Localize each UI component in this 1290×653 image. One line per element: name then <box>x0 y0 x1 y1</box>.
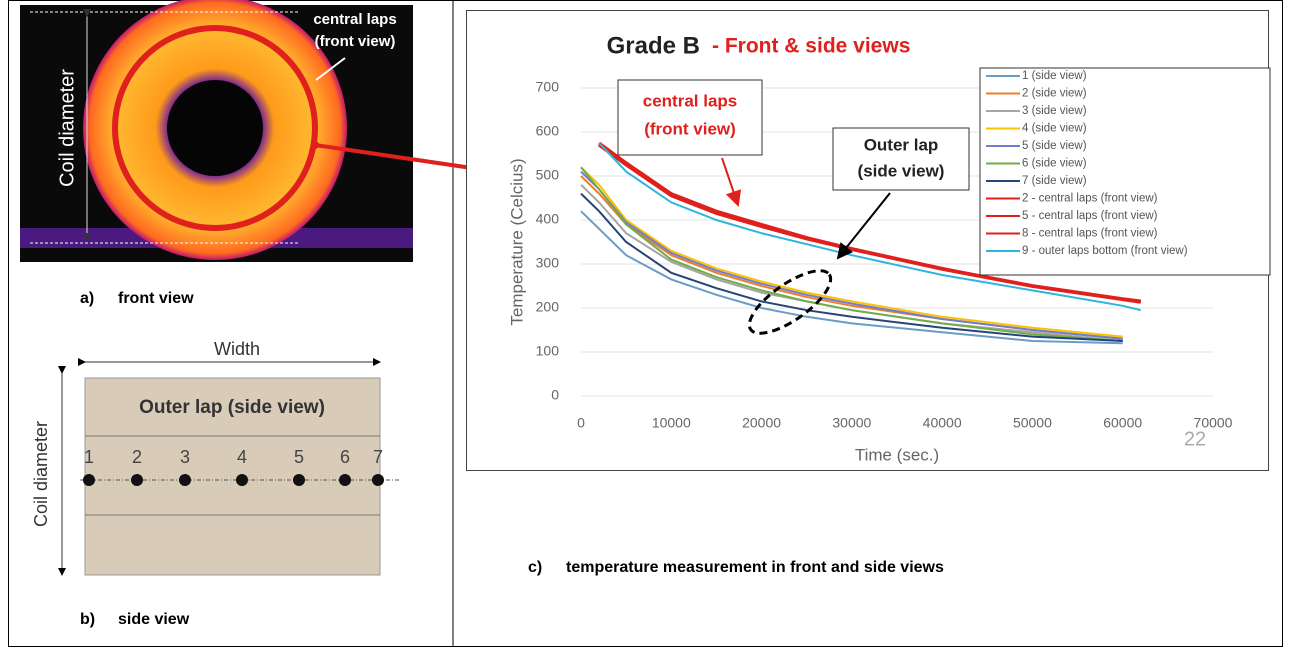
measure-point <box>339 474 351 486</box>
legend-label: 4 (side view) <box>1022 123 1087 135</box>
width-label: Width <box>214 339 260 359</box>
legend-label: 7 (side view) <box>1022 175 1087 187</box>
point-label: 1 <box>84 447 94 467</box>
legend-label: 9 - outer laps bottom (front view) <box>1022 245 1188 257</box>
caption: front view <box>118 290 194 307</box>
x-tick-label: 30000 <box>832 415 871 431</box>
side-diagram <box>58 358 400 576</box>
caption-letter: b) <box>80 611 95 628</box>
annotation-arrow <box>721 157 742 207</box>
side-title: Outer lap (side view) <box>139 397 325 418</box>
caption-letter: c) <box>528 559 542 576</box>
coil-diameter-label: Coil diameter <box>56 69 78 187</box>
legend-label: 1 (side view) <box>1022 70 1087 82</box>
measure-point <box>83 474 95 486</box>
front-label: central laps <box>313 11 396 28</box>
y-tick-label: 700 <box>536 79 560 95</box>
series-line <box>580 166 1123 338</box>
y-tick-label: 100 <box>536 343 560 359</box>
caption-letter: a) <box>80 290 94 307</box>
y-tick-label: 400 <box>536 211 560 227</box>
legend-label: 8 - central laps (front view) <box>1022 228 1158 240</box>
point-label: 4 <box>237 447 247 467</box>
x-tick-label: 60000 <box>1103 415 1142 431</box>
measure-point <box>293 474 305 486</box>
series-line <box>580 166 1123 342</box>
measure-point <box>372 474 384 486</box>
y-tick-label: 300 <box>536 255 560 271</box>
point-label: 7 <box>373 447 383 467</box>
series-line <box>580 210 1123 345</box>
legend-label: 3 (side view) <box>1022 105 1087 117</box>
x-tick-label: 40000 <box>923 415 962 431</box>
x-axis-label: Time (sec.) <box>855 445 939 464</box>
y-tick-label: 0 <box>551 387 559 403</box>
annotation-box <box>617 79 763 156</box>
series-line <box>580 192 1123 342</box>
series-line <box>598 142 1141 303</box>
chart-subtitle: - Front & side views <box>712 35 910 58</box>
legend-label: 2 - central laps (front view) <box>1022 193 1158 205</box>
coil-diameter-label: Coil diameter <box>31 421 51 527</box>
y-tick-label: 600 <box>536 123 560 139</box>
legend-label: 5 - central laps (front view) <box>1022 210 1158 222</box>
x-tick-label: 0 <box>577 415 585 431</box>
point-label: 3 <box>180 447 190 467</box>
annotation: (side view) <box>858 161 945 180</box>
legend-label: 5 (side view) <box>1022 140 1087 152</box>
legend-box <box>979 67 1271 276</box>
measure-point <box>131 474 143 486</box>
caption: side view <box>118 611 190 628</box>
point-label: 6 <box>340 447 350 467</box>
annotation: central laps <box>643 91 738 110</box>
x-tick-label: 50000 <box>1013 415 1052 431</box>
measure-point <box>236 474 248 486</box>
x-tick-label: 10000 <box>652 415 691 431</box>
point-label: 2 <box>132 447 142 467</box>
measure-point <box>179 474 191 486</box>
annotation: Outer lap <box>864 135 939 154</box>
series-line <box>598 142 1142 312</box>
caption: temperature measurement in front and sid… <box>566 559 944 576</box>
y-tick-label: 200 <box>536 299 560 315</box>
chart-title: Grade B <box>607 32 700 59</box>
annotation-arrow <box>836 192 891 260</box>
x-tick-label: 70000 <box>1194 415 1233 431</box>
y-tick-label: 500 <box>536 167 560 183</box>
table-borders <box>8 0 1283 647</box>
annotation: (front view) <box>644 119 736 138</box>
front-label: (front view) <box>315 33 396 50</box>
annotation-box <box>832 127 970 191</box>
legend-label: 6 (side view) <box>1022 158 1087 170</box>
x-tick-label: 20000 <box>742 415 781 431</box>
point-label: 5 <box>294 447 304 467</box>
y-axis-label: Temperature (Celcius) <box>507 158 526 325</box>
page-number: 22 <box>1184 428 1206 450</box>
thermal-image <box>20 0 694 262</box>
legend-label: 2 (side view) <box>1022 88 1087 100</box>
